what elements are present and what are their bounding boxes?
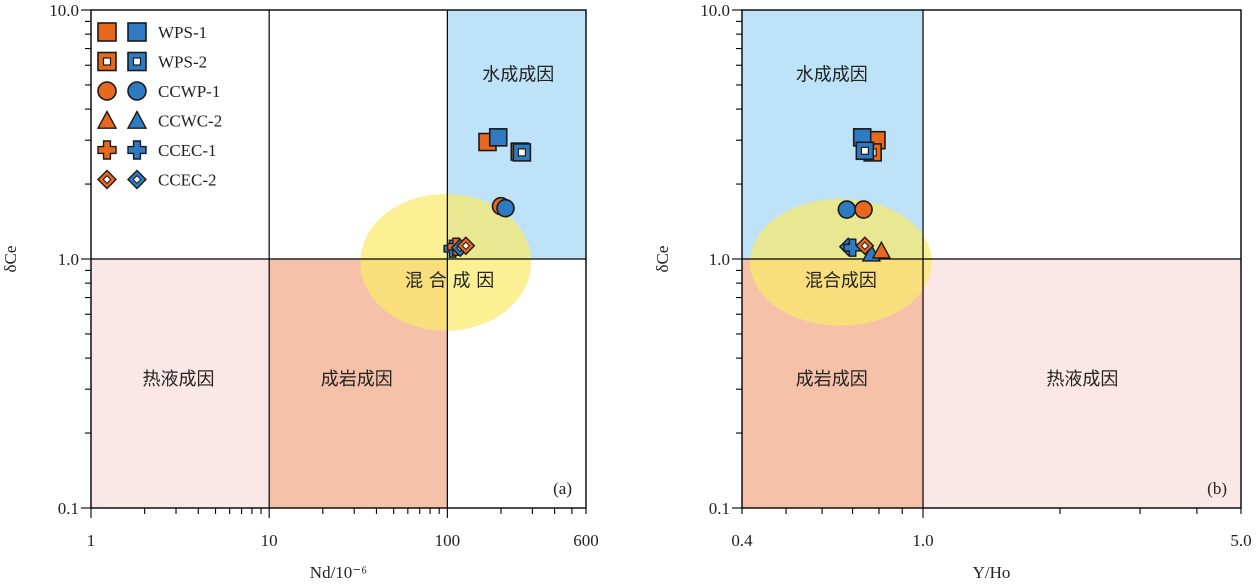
region-label-mixed: 混合成因 (805, 270, 877, 291)
region-hydrothermal (923, 259, 1241, 508)
legend-item: WPS-1 (97, 22, 207, 42)
legend-marker-blue (127, 81, 147, 101)
data-points (837, 128, 892, 262)
legend-item: WPS-2 (97, 51, 207, 72)
legend-item: CCEC-2 (97, 169, 217, 190)
legend-label: WPS-2 (158, 53, 207, 72)
legend-marker-orange (97, 140, 117, 160)
legend-marker-blue (127, 169, 147, 190)
panel-label: (a) (553, 479, 572, 498)
region-mixed (360, 193, 532, 331)
region-label-diagenetic: 成岩成因 (796, 369, 868, 390)
point-wps-2-blue (512, 143, 532, 162)
legend-marker-blue (126, 110, 148, 129)
point-ccwp-1-blue (496, 198, 515, 218)
y-tick-label: 0.1 (709, 499, 730, 518)
legend-item: CCWP-1 (97, 81, 220, 101)
region-mixed (749, 198, 932, 326)
plot-area (91, 10, 586, 508)
point-ccwp-1-blue (837, 200, 857, 219)
y-axis-title: δCe (1, 246, 20, 273)
axis-ticks (732, 9, 1242, 518)
legend: WPS-1 WPS-2 CCWP-1 CCWC-2 CCEC-1 CCEC-2 (96, 22, 222, 190)
legend-marker-orange (96, 110, 118, 129)
point-wps-1-blue (488, 128, 508, 147)
x-tick-label: 5.0 (1230, 531, 1251, 550)
y-axis-title: δCe (653, 246, 672, 273)
legend-marker-orange (97, 51, 117, 72)
legend-label: CCEC-2 (158, 171, 217, 190)
region-label-hydrothermal: 热液成因 (1046, 369, 1118, 390)
y-tick-label: 10.0 (700, 1, 730, 20)
point-ccec-1-blue (843, 238, 862, 257)
point-ccec-2-orange (855, 236, 875, 256)
x-axis-title: Y/Ho (973, 563, 1011, 582)
legend-marker-blue (127, 51, 147, 72)
axis-ticks (81, 9, 587, 518)
region-label-hydrogenetic: 水成成因 (482, 65, 554, 86)
y-tick-label: 1.0 (709, 250, 730, 269)
legend-marker-orange (97, 169, 117, 190)
region-label-diagenetic: 成岩成因 (321, 369, 393, 390)
legend-label: CCWP-1 (158, 82, 220, 101)
plot-area (742, 10, 1241, 508)
legend-label: CCWC-2 (158, 112, 222, 131)
region-label-hydrogenetic: 水成成因 (796, 65, 868, 86)
legend-marker-orange (97, 22, 117, 42)
x-tick-label: 600 (573, 531, 599, 550)
y-tick-label: 10.0 (49, 1, 79, 20)
point-wps-2-blue (855, 141, 875, 161)
x-tick-label: 10 (261, 531, 278, 550)
data-points (443, 128, 532, 258)
x-tick-label: 1.0 (912, 531, 933, 550)
legend-label: WPS-1 (158, 23, 207, 42)
region-label-hydrothermal: 热液成因 (143, 369, 215, 390)
x-tick-label: 100 (435, 531, 461, 550)
point-ccec-2-orange (456, 236, 476, 256)
x-axis-title: Nd/10⁻⁶ (310, 563, 367, 582)
point-ccwc-2-orange (871, 240, 892, 259)
x-tick-label: 1 (87, 531, 96, 550)
x-tick-label: 0.4 (731, 531, 753, 550)
point-ccwp-1-orange (854, 200, 873, 219)
legend-marker-blue (127, 22, 147, 42)
panel-label: (b) (1207, 479, 1227, 498)
legend-label: CCEC-1 (158, 141, 217, 160)
legend-item: CCEC-1 (97, 140, 217, 160)
region-hydrothermal (91, 259, 270, 508)
y-tick-label: 0.1 (58, 499, 79, 518)
region-label-mixed: 混 合 成 因 (405, 270, 494, 291)
legend-item: CCWC-2 (96, 110, 222, 131)
legend-marker-orange (97, 81, 117, 101)
legend-marker-blue (127, 140, 147, 160)
y-tick-label: 1.0 (58, 250, 79, 269)
